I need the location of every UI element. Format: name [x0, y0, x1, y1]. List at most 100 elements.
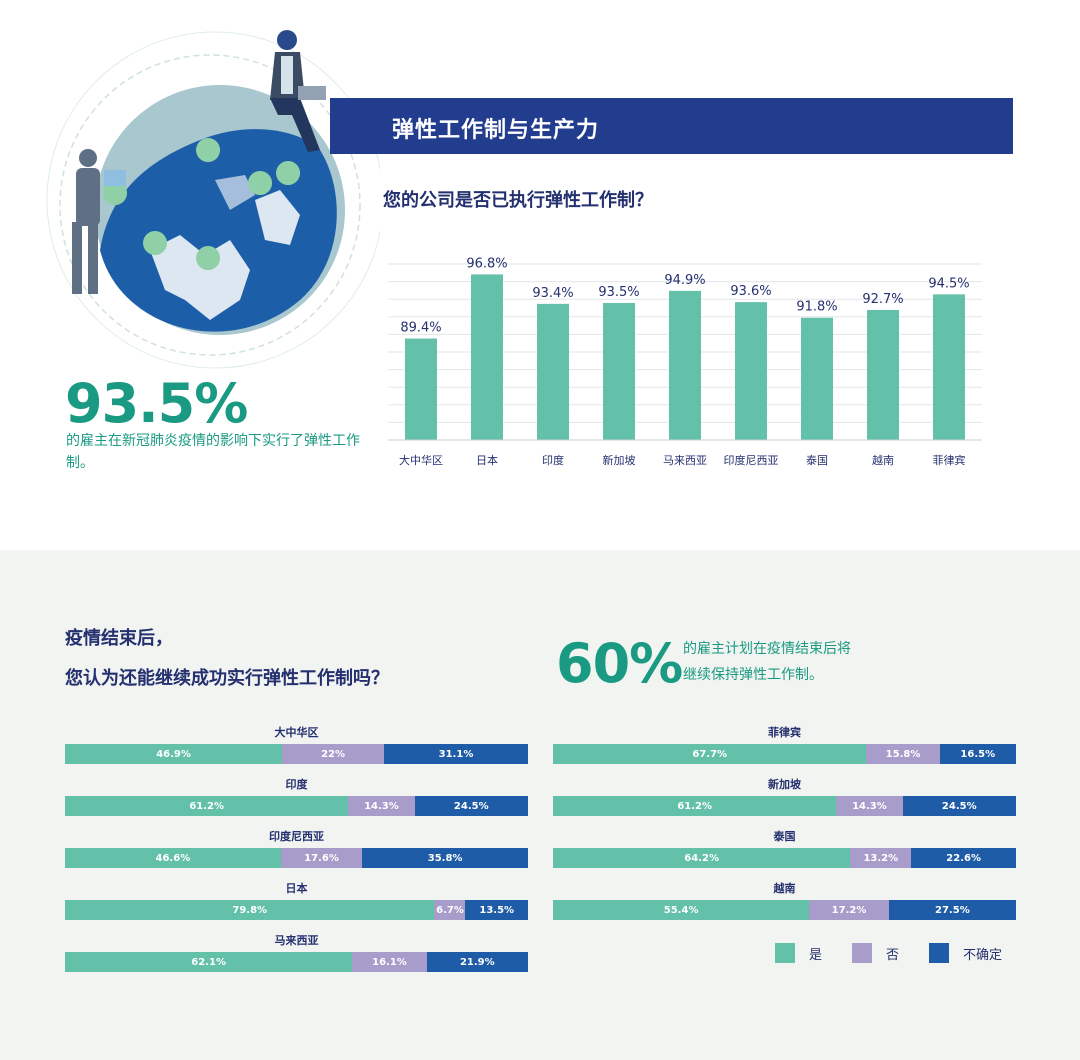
bar: [933, 294, 965, 440]
stack-bar: 46.9% 22% 31.1%: [65, 744, 528, 764]
person-sitting-icon: [270, 30, 326, 152]
stack-category-label: 印度: [285, 778, 308, 791]
stack-category-label: 大中华区: [274, 726, 319, 739]
segment-no: 16.1%: [352, 952, 427, 972]
stack-item: 印度尼西亚 46.6% 17.6% 35.8%: [65, 826, 528, 878]
stack-item: 菲律宾 67.7% 15.8% 16.5%: [553, 722, 1016, 774]
stack-question-line1: 疫情结束后，: [65, 628, 173, 649]
legend-swatch-no: [852, 943, 873, 963]
legend-item-unsure: 不确定: [929, 943, 1002, 963]
stack-category-label: 新加坡: [768, 778, 801, 791]
stack-item: 大中华区 46.9% 22% 31.1%: [65, 722, 528, 774]
x-tick-label: 越南: [872, 453, 894, 467]
x-tick-label: 印度: [542, 453, 564, 467]
segment-unsure: 21.9%: [426, 952, 528, 972]
stack-category-label: 马来西亚: [274, 934, 319, 947]
land-icon: [150, 235, 250, 320]
legend-label-no: 否: [886, 947, 900, 963]
legend-swatch-unsure: [929, 943, 950, 963]
bar-value-label: 94.5%: [928, 276, 969, 291]
segment-yes: 46.6%: [65, 848, 281, 868]
stack-bar: 64.2% 13.2% 22.6%: [553, 848, 1016, 868]
segment-no: 17.2%: [809, 900, 889, 920]
x-tick-label: 马来西亚: [663, 454, 707, 467]
stack-item: 新加坡 61.2% 14.3% 24.5%: [553, 774, 1016, 826]
stat-secondary-line2: 继续保持弹性工作制。: [683, 667, 823, 683]
bar: [471, 274, 503, 440]
stack-item: 印度 61.2% 14.3% 24.5%: [65, 774, 528, 826]
stack-bar: 62.1% 16.1% 21.9%: [65, 952, 528, 972]
segment-yes: 55.4%: [553, 900, 810, 920]
segment-unsure: 35.8%: [362, 848, 528, 868]
bar-value-label: 94.9%: [664, 273, 705, 288]
bar-chart: 89.4% 大中华区 96.8% 日本 93.4% 印度 93.5% 新加坡 94.9% 马来西亚…: [388, 256, 982, 467]
segment-no: 14.3%: [348, 796, 415, 816]
bar: [801, 317, 833, 440]
bar-chart-title: 您的公司是否已执行弹性工作制？: [383, 190, 653, 211]
bar-value-label: 93.5%: [598, 285, 639, 300]
bar-value-label: 96.8%: [466, 256, 507, 271]
stack-item: 日本 79.8% 6.7% 13.5%: [65, 878, 528, 930]
legend-item-no: 否: [852, 943, 899, 963]
bar-value-label: 93.6%: [730, 284, 771, 299]
stack-item: 泰国 64.2% 13.2% 22.6%: [553, 826, 1016, 878]
person-standing-icon: [72, 149, 126, 294]
segment-unsure: 24.5%: [414, 796, 528, 816]
segment-unsure: 24.5%: [902, 796, 1016, 816]
x-tick-label: 印度尼西亚: [724, 453, 779, 467]
stack-category-label: 泰国: [773, 830, 796, 843]
segment-no: 22%: [282, 744, 384, 764]
legend-swatch-yes: [775, 943, 795, 963]
header-banner: [330, 98, 1013, 154]
bar: [405, 338, 437, 440]
stack-category-label: 印度尼西亚: [269, 830, 324, 843]
bar: [537, 303, 569, 440]
bar: [735, 302, 767, 440]
legend-item-yes: 是: [775, 943, 822, 963]
stacked-bars-left: 大中华区 46.9% 22% 31.1% 印度 61.2% 14.3% 24.5% 印度尼西亚 4…: [65, 722, 528, 982]
stat-primary-description: 的雇主在新冠肺炎疫情的影响下实行了弹性工作制。: [66, 433, 360, 471]
stack-question-line2: 您认为还能继续成功实行弹性工作制吗？: [65, 668, 389, 689]
bar-value-label: 91.8%: [796, 300, 837, 315]
map-pin-icon: [103, 138, 301, 270]
legend-label-yes: 是: [809, 947, 823, 963]
stat-secondary-line1: 的雇主计划在疫情结束后将: [683, 641, 851, 657]
x-tick-label: 泰国: [806, 453, 828, 467]
x-tick-label: 新加坡: [603, 453, 636, 467]
stat-primary-value: 93.5%: [65, 372, 248, 435]
stack-bar: 55.4% 17.2% 27.5%: [553, 900, 1016, 920]
page-title: 弹性工作制与生产力: [392, 118, 600, 143]
segment-yes: 79.8%: [65, 900, 435, 920]
segment-yes: 62.1%: [65, 952, 353, 972]
globe-front-icon: [100, 129, 337, 332]
stack-category-label: 日本: [285, 882, 308, 895]
segment-unsure: 16.5%: [939, 744, 1016, 764]
stack-item: 越南 55.4% 17.2% 27.5%: [553, 878, 1016, 930]
segment-yes: 61.2%: [553, 796, 837, 816]
segment-yes: 46.9%: [65, 744, 283, 764]
segment-unsure: 22.6%: [911, 848, 1016, 868]
stack-bar: 46.6% 17.6% 35.8%: [65, 848, 528, 868]
segment-no: 6.7%: [434, 900, 466, 920]
orbit-ring-icon: [59, 54, 361, 356]
globe-illustration: [46, 30, 380, 369]
bar: [603, 303, 635, 440]
bar-value-label: 89.4%: [400, 321, 441, 336]
stack-item: 马来西亚 62.1% 16.1% 21.9%: [65, 930, 528, 982]
x-tick-label: 菲律宾: [933, 453, 966, 467]
legend-label-unsure: 不确定: [963, 947, 1003, 963]
stack-bar: 67.7% 15.8% 16.5%: [553, 744, 1016, 764]
segment-yes: 64.2%: [553, 848, 851, 868]
segment-unsure: 27.5%: [888, 900, 1016, 920]
stack-category-label: 越南: [773, 882, 796, 895]
x-tick-label: 大中华区: [399, 453, 443, 467]
segment-unsure: 13.5%: [465, 900, 528, 920]
segment-no: 14.3%: [836, 796, 903, 816]
stacked-bars-right: 菲律宾 67.7% 15.8% 16.5% 新加坡 61.2% 14.3% 24.5% 泰国 64…: [553, 722, 1016, 930]
stat-secondary-value: 60%: [556, 632, 683, 695]
bar: [867, 309, 899, 440]
stack-category-label: 菲律宾: [768, 726, 801, 739]
land-2-icon: [255, 190, 300, 245]
bar-value-label: 92.7%: [862, 292, 903, 307]
stat-secondary-description: 的雇主计划在疫情结束后将 继续保持弹性工作制。: [683, 636, 983, 688]
